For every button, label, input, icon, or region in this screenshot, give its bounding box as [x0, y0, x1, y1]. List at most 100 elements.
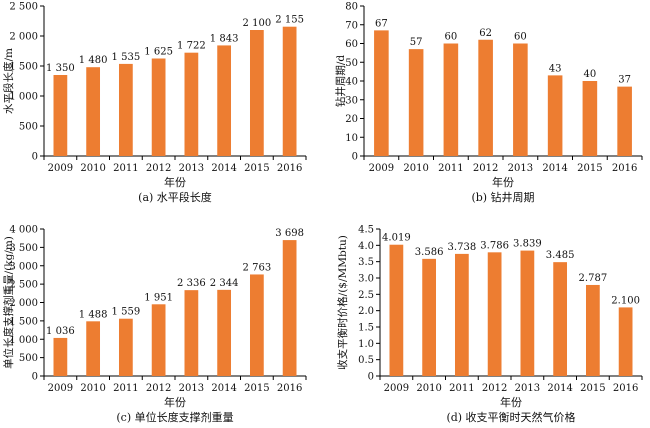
y-tick-label: 0: [32, 372, 38, 383]
bar: [151, 58, 166, 156]
data-label: 57: [410, 37, 423, 48]
x-tick-label: 2011: [113, 383, 138, 394]
x-tick-label: 2013: [179, 383, 204, 394]
bar: [487, 252, 502, 376]
bar: [443, 43, 459, 156]
y-tick-label: 2 500: [9, 280, 38, 291]
x-tick-label: 2014: [211, 163, 236, 174]
x-tick-label: 2016: [612, 163, 637, 174]
y-tick-label: 0: [368, 372, 374, 383]
data-label: 1 350: [46, 63, 75, 74]
x-tick-label: 2014: [542, 163, 567, 174]
bar: [582, 81, 598, 156]
bar: [249, 274, 264, 376]
data-label: 1 625: [144, 47, 173, 58]
x-tick-label: 2010: [80, 163, 105, 174]
data-label: 2 763: [243, 262, 272, 273]
bar: [617, 86, 632, 156]
bar: [118, 63, 133, 156]
bar: [86, 67, 101, 156]
data-label: 1 951: [144, 292, 173, 303]
y-tick-label: 2 000: [9, 32, 38, 43]
data-label: 3.586: [415, 247, 444, 258]
data-label: 1 036: [46, 326, 75, 337]
data-label: 60: [445, 32, 458, 43]
y-tick-label: 1 000: [9, 335, 38, 346]
x-tick-label: 2016: [277, 163, 302, 174]
bar: [374, 30, 389, 156]
y-axis-label: 收支平衡时价格/($/MMbtu): [336, 235, 349, 370]
data-label: 37: [618, 75, 631, 86]
bar: [249, 30, 264, 156]
y-tick-label: 40: [345, 77, 358, 88]
data-label: 60: [514, 32, 527, 43]
y-tick-label: 500: [19, 353, 38, 364]
data-label: 3.839: [513, 239, 542, 250]
data-label: 3 698: [275, 228, 304, 239]
data-label: 3.485: [546, 250, 575, 261]
x-axis-label: 年份: [500, 395, 522, 409]
data-label: 4.019: [382, 233, 411, 244]
x-tick-label: 2014: [211, 383, 236, 394]
x-tick-label: 2012: [146, 383, 171, 394]
y-tick-label: 3.5: [358, 257, 374, 268]
data-label: 1 535: [112, 52, 141, 63]
panel-c-proppant-per-length: 0 500 1 000 1 500 2 000 2 500 3 000 3 500 4 000 1…: [2, 225, 307, 424]
bar: [585, 284, 600, 376]
y-tick-label: 4.5: [358, 225, 374, 236]
data-label: 1 843: [210, 33, 239, 44]
panel-d-breakeven-gas-price: 0 0.5 1.0 1.5 2.0 2.5 3.0 3.5 4.0 4.5 4.019 2009 3.5…: [336, 225, 643, 424]
bar: [547, 75, 563, 156]
y-tick-label: 500: [19, 122, 38, 133]
bar: [53, 75, 68, 156]
x-tick-label: 2011: [438, 163, 463, 174]
x-tick-label: 2012: [473, 163, 498, 174]
y-tick-label: 20: [345, 114, 358, 125]
data-label: 3.786: [480, 240, 509, 251]
bar: [282, 240, 297, 376]
bar: [478, 39, 493, 156]
bar: [53, 337, 68, 376]
y-tick-label: 4.0: [358, 241, 374, 252]
bar: [217, 289, 232, 376]
bar: [118, 318, 133, 376]
x-tick-label: 2016: [277, 383, 302, 394]
bar: [422, 258, 437, 376]
panel-caption: (b) 钻井周期: [471, 190, 534, 204]
y-tick-label: 2 000: [9, 298, 38, 309]
panel-caption: (a) 水平段长度: [138, 190, 212, 204]
data-label: 62: [479, 28, 492, 39]
data-label: 43: [549, 63, 562, 74]
bar: [454, 253, 469, 376]
y-tick-label: 3 000: [9, 261, 38, 272]
y-axis-label: 钻井周期/d: [334, 55, 347, 108]
y-tick-label: 4 000: [9, 225, 38, 236]
data-label: 1 722: [177, 41, 206, 52]
data-label: 40: [584, 69, 597, 80]
panel-b-drilling-cycle: 0 10 20 30 40 50 60 70 80 67 2009 57 2010 60 2011 62 201…: [334, 2, 643, 204]
y-tick-label: 2.0: [358, 306, 374, 317]
bar: [184, 52, 199, 156]
x-tick-label: 2009: [369, 163, 394, 174]
x-tick-label: 2010: [80, 383, 105, 394]
x-tick-label: 2009: [384, 383, 409, 394]
data-label: 2 336: [177, 278, 206, 289]
x-tick-label: 2015: [244, 383, 269, 394]
x-tick-label: 2012: [482, 383, 507, 394]
bar: [282, 26, 297, 157]
data-label: 2 155: [275, 15, 304, 26]
y-axis-label: 水平段长度/m: [2, 48, 15, 114]
y-tick-label: 50: [345, 58, 358, 69]
y-tick-label: 2.5: [358, 290, 374, 301]
y-tick-label: 0: [32, 152, 38, 163]
bar: [513, 43, 528, 156]
x-axis-label: 年份: [164, 175, 186, 189]
x-tick-label: 2014: [547, 383, 572, 394]
data-label: 2 344: [210, 278, 239, 289]
panel-caption: (d) 收支平衡时天然气价格: [446, 410, 575, 424]
y-tick-label: 3 500: [9, 243, 38, 254]
x-axis-label: 年份: [164, 395, 186, 409]
bar: [520, 250, 535, 376]
